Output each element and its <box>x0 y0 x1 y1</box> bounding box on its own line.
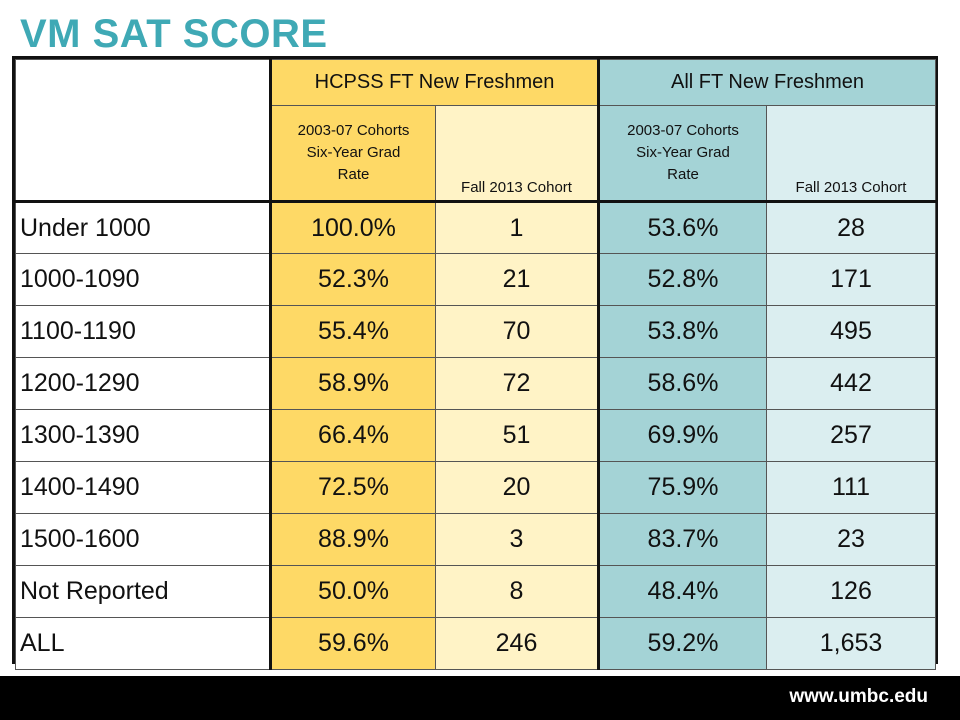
all-count-cell: 495 <box>765 305 937 358</box>
group-header-all: All FT New Freshmen <box>596 59 937 106</box>
hcpss-count-cell: 51 <box>435 409 599 462</box>
hcpss-count-cell: 246 <box>435 617 599 670</box>
corner-cell <box>15 59 272 203</box>
all-rate-cell: 58.6% <box>597 357 767 410</box>
hcpss-rate-cell: 66.4% <box>270 409 436 462</box>
all-rate-cell: 48.4% <box>597 565 767 618</box>
table-row: 1100-1190 55.4% 70 53.8% 495 <box>15 305 937 358</box>
row-label: 1100-1190 <box>15 305 272 358</box>
all-count-cell: 126 <box>765 565 937 618</box>
subheader-line: Rate <box>667 166 699 183</box>
row-label: 1300-1390 <box>15 409 272 462</box>
hcpss-rate-cell: 50.0% <box>270 565 436 618</box>
all-count-cell: 28 <box>765 201 937 254</box>
hcpss-count-cell: 3 <box>435 513 599 566</box>
hcpss-rate-cell: 52.3% <box>270 253 436 306</box>
hcpss-count-cell: 70 <box>435 305 599 358</box>
footer-url: www.umbc.edu <box>789 686 928 707</box>
hcpss-count-cell: 72 <box>435 357 599 410</box>
row-label: 1400-1490 <box>15 461 272 514</box>
subheader-hcpss-rate: 2003-07 Cohorts Six-Year Grad Rate <box>270 105 436 203</box>
subheader-hcpss-cohort: Fall 2013 Cohort <box>435 105 599 203</box>
row-label: 1000-1090 <box>15 253 272 306</box>
table-row: Not Reported 50.0% 8 48.4% 126 <box>15 565 937 618</box>
row-label: Under 1000 <box>15 201 272 254</box>
hcpss-count-cell: 8 <box>435 565 599 618</box>
all-rate-cell: 52.8% <box>597 253 767 306</box>
hcpss-rate-cell: 100.0% <box>270 201 436 254</box>
subheader-line: Six-Year Grad <box>306 144 401 161</box>
table-row: 1300-1390 66.4% 51 69.9% 257 <box>15 409 937 462</box>
subheader-line: 2003-07 Cohorts <box>297 122 410 139</box>
all-rate-cell: 59.2% <box>597 617 767 670</box>
all-count-cell: 442 <box>765 357 937 410</box>
subheader-line: 2003-07 Cohorts <box>627 122 739 139</box>
hcpss-rate-cell: 88.9% <box>270 513 436 566</box>
all-rate-cell: 75.9% <box>597 461 767 514</box>
subheader-all-cohort: Fall 2013 Cohort <box>765 105 937 203</box>
hcpss-rate-cell: 55.4% <box>270 305 436 358</box>
hcpss-rate-cell: 59.6% <box>270 617 436 670</box>
subheader-line: Rate <box>337 166 370 183</box>
group-header-hcpss: HCPSS FT New Freshmen <box>270 59 599 106</box>
all-count-cell: 1,653 <box>765 617 937 670</box>
table-row: 1400-1490 72.5% 20 75.9% 111 <box>15 461 937 514</box>
table-row: 1000-1090 52.3% 21 52.8% 171 <box>15 253 937 306</box>
table-row: 1500-1600 88.9% 3 83.7% 23 <box>15 513 937 566</box>
sat-score-table: HCPSS FT New Freshmen All FT New Freshme… <box>12 56 938 670</box>
all-count-cell: 171 <box>765 253 937 306</box>
page-title: VM SAT SCORE <box>20 12 328 56</box>
row-label: ALL <box>15 617 272 670</box>
table-row: Under 1000 100.0% 1 53.6% 28 <box>15 201 937 254</box>
table-row-total: ALL 59.6% 246 59.2% 1,653 <box>15 617 937 670</box>
row-label: Not Reported <box>15 565 272 618</box>
hcpss-count-cell: 20 <box>435 461 599 514</box>
subheader-line: Six-Year Grad <box>636 144 730 161</box>
all-rate-cell: 69.9% <box>597 409 767 462</box>
row-label: 1500-1600 <box>15 513 272 566</box>
subheader-all-rate: 2003-07 Cohorts Six-Year Grad Rate <box>597 105 767 203</box>
hcpss-count-cell: 1 <box>435 201 599 254</box>
all-count-cell: 23 <box>765 513 937 566</box>
all-rate-cell: 53.6% <box>597 201 767 254</box>
data-table: HCPSS FT New Freshmen All FT New Freshme… <box>15 59 937 670</box>
row-label: 1200-1290 <box>15 357 272 410</box>
all-rate-cell: 83.7% <box>597 513 767 566</box>
hcpss-rate-cell: 58.9% <box>270 357 436 410</box>
table-row: 1200-1290 58.9% 72 58.6% 442 <box>15 357 937 410</box>
all-count-cell: 111 <box>765 461 937 514</box>
all-rate-cell: 53.8% <box>597 305 767 358</box>
all-count-cell: 257 <box>765 409 937 462</box>
hcpss-rate-cell: 72.5% <box>270 461 436 514</box>
footer-bar: www.umbc.edu <box>0 676 960 720</box>
hcpss-count-cell: 21 <box>435 253 599 306</box>
